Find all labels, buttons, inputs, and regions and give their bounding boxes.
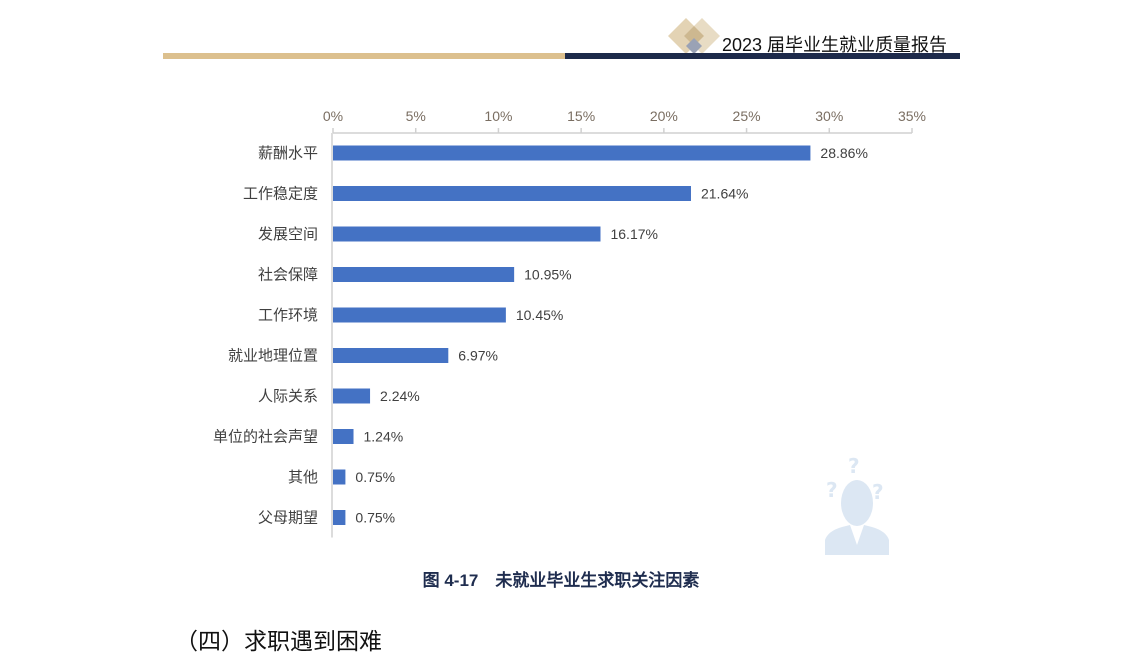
category-label: 单位的社会声望 (213, 428, 318, 446)
bar (333, 510, 346, 525)
bar (333, 186, 691, 201)
data-label: 6.97% (458, 348, 498, 364)
svg-text:?: ? (826, 478, 838, 502)
figure-caption: 图 4-17 未就业毕业生求职关注因素 (422, 571, 700, 590)
bar (333, 226, 601, 242)
diamond-logo-icon (668, 18, 720, 54)
data-label: 10.45% (516, 307, 563, 323)
data-label: 10.95% (524, 267, 571, 283)
data-label: 0.75% (355, 510, 395, 526)
x-tick-label: 30% (815, 108, 843, 124)
x-tick-label: 20% (650, 108, 678, 124)
category-label: 工作环境 (258, 306, 318, 324)
bar (333, 267, 515, 282)
data-label: 16.17% (610, 226, 657, 242)
section-heading: （四）求职遇到困难 (175, 628, 382, 654)
category-label: 薪酬水平 (258, 144, 318, 162)
x-tick-label: 5% (406, 108, 426, 124)
category-label: 发展空间 (258, 225, 318, 243)
bar (333, 469, 346, 485)
data-label: 2.24% (380, 388, 420, 404)
bar (333, 348, 449, 363)
data-label: 0.75% (355, 469, 395, 485)
bar-chart: 0% 5% 10% 15% 20% 25% 30% 35% 薪酬水平 28.86% 工作稳定度 21.… (213, 108, 926, 538)
data-label: 1.24% (364, 429, 404, 445)
category-label: 就业地理位置 (228, 347, 318, 365)
x-tick-label: 35% (898, 108, 926, 124)
category-label: 人际关系 (258, 387, 318, 405)
category-label: 父母期望 (258, 509, 318, 527)
svg-text:?: ? (848, 455, 860, 478)
bar (333, 388, 371, 404)
bar (333, 429, 354, 444)
category-label: 其他 (288, 468, 318, 486)
data-label: 28.86% (820, 145, 867, 161)
bar (333, 145, 811, 161)
category-label: 社会保障 (258, 266, 318, 284)
bar (333, 307, 506, 323)
confused-person-icon: ? ? ? (825, 455, 889, 555)
header-rule-navy (565, 53, 960, 59)
svg-text:?: ? (872, 480, 884, 504)
x-tick-label: 0% (323, 108, 343, 124)
header-rule-gold (163, 53, 565, 59)
x-tick-label: 10% (484, 108, 512, 124)
x-tick-label: 15% (567, 108, 595, 124)
data-label: 21.64% (701, 186, 748, 202)
x-tick-label: 25% (733, 108, 761, 124)
report-title: 2023 届毕业生就业质量报告 (722, 35, 948, 55)
category-label: 工作稳定度 (243, 185, 318, 203)
